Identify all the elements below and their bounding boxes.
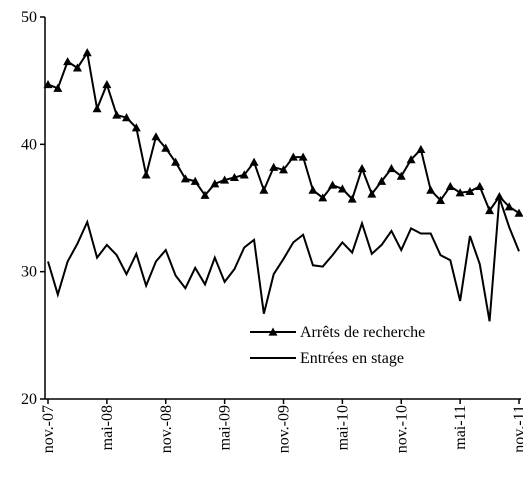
- y-tick-label: 50: [21, 9, 37, 26]
- marker: [494, 192, 504, 201]
- marker: [288, 152, 298, 161]
- legend-marker: [268, 327, 278, 336]
- y-tick-label: 20: [21, 391, 37, 408]
- marker: [171, 157, 181, 166]
- marker: [259, 185, 269, 194]
- marker: [279, 165, 288, 174]
- series-line: [47, 197, 520, 322]
- marker: [455, 188, 465, 197]
- marker: [239, 170, 249, 179]
- marker: [406, 155, 416, 164]
- x-tick-label: mai-09: [217, 405, 234, 450]
- y-tick-label: 40: [21, 136, 37, 153]
- marker: [465, 186, 475, 196]
- marker: [210, 179, 220, 188]
- marker: [485, 206, 495, 215]
- marker: [318, 193, 328, 202]
- marker: [386, 164, 396, 173]
- marker: [357, 164, 367, 173]
- marker: [72, 63, 82, 72]
- marker: [122, 113, 131, 122]
- marker: [308, 185, 318, 194]
- marker: [92, 104, 102, 113]
- marker: [220, 175, 230, 184]
- marker: [190, 176, 200, 185]
- marker: [298, 152, 308, 161]
- marker: [131, 123, 141, 132]
- marker: [436, 195, 445, 204]
- x-tick-label: mai-08: [99, 405, 116, 450]
- marker: [377, 176, 387, 185]
- marker: [53, 83, 63, 92]
- marker: [43, 79, 53, 89]
- marker: [504, 202, 514, 211]
- x-tick-label: mai-10: [334, 405, 351, 450]
- x-tick-label: nov.-08: [158, 405, 175, 453]
- y-tick-label: 30: [21, 264, 37, 281]
- marker: [367, 189, 377, 198]
- x-tick-label: nov.-07: [40, 405, 57, 453]
- marker: [416, 144, 426, 154]
- marker: [396, 171, 406, 180]
- x-tick-label: nov.-09: [276, 405, 293, 453]
- marker: [328, 180, 338, 189]
- marker: [249, 157, 259, 166]
- x-tick-label: mai-11: [452, 405, 469, 450]
- marker: [475, 181, 485, 190]
- marker: [151, 132, 161, 141]
- marker: [514, 208, 523, 217]
- marker: [337, 184, 347, 193]
- x-tick-label: nov.-10: [393, 405, 410, 453]
- marker: [200, 190, 210, 199]
- legend-label: Entrées en stage: [300, 350, 404, 367]
- marker: [180, 174, 190, 183]
- marker: [229, 172, 239, 182]
- legend-label: Arrêts de recherche: [300, 324, 425, 341]
- marker: [347, 194, 357, 203]
- marker: [63, 57, 73, 66]
- marker: [426, 185, 436, 194]
- marker: [141, 170, 151, 179]
- marker: [161, 143, 171, 152]
- marker: [269, 162, 279, 171]
- x-tick-label: nov.-11: [511, 405, 523, 453]
- marker: [102, 79, 112, 89]
- marker: [445, 181, 455, 190]
- marker: [82, 48, 92, 57]
- marker: [112, 110, 122, 119]
